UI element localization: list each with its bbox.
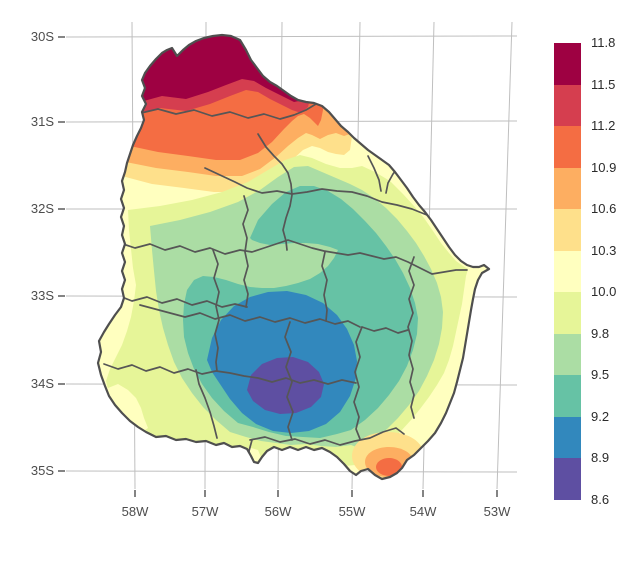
legend-label-8.9: 8.9 (591, 450, 610, 465)
x-tick-label-58w: 58W (121, 504, 149, 519)
legend-swatch-10.6-10.9 (554, 167, 581, 209)
y-tick-label-33s: 33S (30, 288, 54, 303)
legend-swatch-10.3-10.6 (554, 209, 581, 251)
y-tick-label-35s: 35S (30, 463, 54, 478)
y-tick-label-32s: 32S (30, 201, 54, 216)
legend-label-10.3: 10.3 (591, 242, 617, 258)
x-tick-label-54w: 54W (409, 504, 437, 519)
legend-swatch-8.9-9.2 (554, 416, 581, 458)
legend-label-10.9: 10.9 (591, 159, 617, 175)
country-outline (96, 33, 491, 481)
legend-label-8.6: 8.6 (591, 491, 610, 507)
x-tick-label-55w: 55W (338, 504, 366, 519)
legend-swatch-8.6-8.9 (554, 458, 581, 500)
band-11.5-11.8 (98, 35, 302, 102)
legend-label-11.5: 11.5 (591, 76, 616, 92)
legend-label-10.0: 10.0 (591, 284, 617, 299)
legend-swatch-10.0-10.3 (554, 250, 581, 292)
legend-swatch-9.2-9.5 (554, 375, 581, 417)
y-tick-label-31s: 31S (30, 114, 54, 129)
legend-label-9.5: 9.5 (591, 367, 610, 382)
legend-label-11.2: 11.2 (591, 118, 616, 133)
band-8.6-8.9 (247, 357, 324, 414)
legend-swatch-9.5-9.8 (554, 333, 581, 375)
axis-tick-marks (58, 36, 498, 497)
y-tick-label-30s: 30S (30, 29, 54, 44)
hotspot-core-10.9-11.2 (376, 458, 402, 476)
legend-label-9.2: 9.2 (591, 408, 610, 424)
legend-swatch-11.5-11.8 (554, 43, 581, 85)
x-tick-label-53w: 53W (483, 504, 511, 519)
legend-swatch-11.2-11.5 (554, 84, 581, 126)
legend-label-11.8: 11.8 (591, 35, 616, 50)
department-boundaries (103, 103, 468, 462)
contour-fill-layers (98, 35, 489, 479)
legend-label-9.8: 9.8 (591, 325, 610, 341)
legend-label-10.6: 10.6 (591, 201, 617, 216)
x-tick-label-56w: 56W (264, 504, 292, 519)
y-tick-label-34s: 34S (30, 376, 54, 391)
patch-southwest-coast (108, 384, 148, 432)
legend-swatch-10.9-11.2 (554, 126, 581, 168)
legend-swatch-9.8-10.0 (554, 292, 581, 334)
x-tick-label-57w: 57W (191, 504, 219, 519)
